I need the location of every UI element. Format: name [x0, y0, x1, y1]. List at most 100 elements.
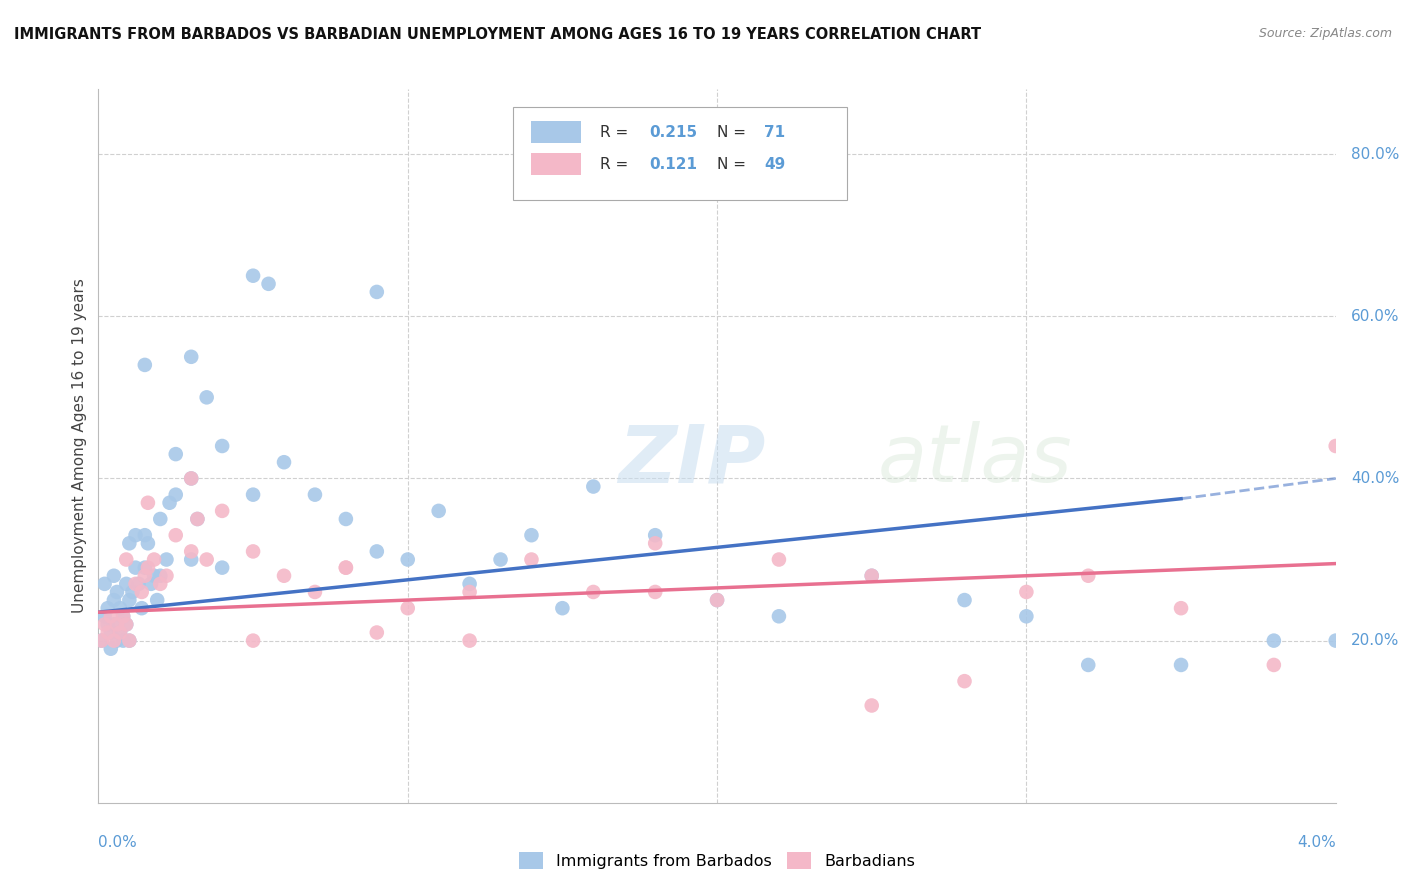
Point	[143, 552, 166, 566]
Point	[180, 552, 202, 566]
Point	[706, 593, 728, 607]
Point	[396, 601, 419, 615]
Text: Source: ZipAtlas.com: Source: ZipAtlas.com	[1258, 27, 1392, 40]
Point	[103, 617, 125, 632]
Point	[115, 617, 138, 632]
Point	[118, 633, 141, 648]
Point	[860, 568, 883, 582]
Point	[103, 633, 125, 648]
Y-axis label: Unemployment Among Ages 16 to 19 years: Unemployment Among Ages 16 to 19 years	[72, 278, 87, 614]
Point	[103, 593, 125, 607]
Point	[520, 528, 543, 542]
Point	[134, 528, 156, 542]
Point	[105, 617, 128, 632]
Point	[186, 512, 208, 526]
Point	[1170, 657, 1192, 672]
Point	[105, 585, 128, 599]
Point	[1015, 609, 1038, 624]
Text: R =: R =	[599, 157, 633, 171]
Point	[427, 504, 450, 518]
Point	[97, 617, 120, 632]
Point	[1015, 585, 1038, 599]
Text: 49: 49	[763, 157, 786, 171]
Point	[149, 568, 172, 582]
Point	[103, 568, 125, 582]
Point	[768, 552, 790, 566]
Legend: Immigrants from Barbados, Barbadians: Immigrants from Barbados, Barbadians	[513, 846, 921, 875]
Point	[124, 577, 146, 591]
Point	[108, 625, 131, 640]
Text: IMMIGRANTS FROM BARBADOS VS BARBADIAN UNEMPLOYMENT AMONG AGES 16 TO 19 YEARS COR: IMMIGRANTS FROM BARBADOS VS BARBADIAN UN…	[14, 27, 981, 42]
Point	[165, 488, 187, 502]
FancyBboxPatch shape	[513, 107, 846, 200]
Point	[195, 390, 218, 404]
Point	[134, 560, 156, 574]
Point	[582, 585, 605, 599]
Point	[304, 585, 326, 599]
Point	[108, 625, 131, 640]
Text: R =: R =	[599, 125, 633, 139]
Point	[366, 544, 388, 558]
Point	[644, 528, 666, 542]
Point	[273, 455, 295, 469]
Text: 40.0%: 40.0%	[1351, 471, 1399, 486]
Text: 4.0%: 4.0%	[1296, 835, 1336, 850]
Point	[155, 552, 177, 566]
Point	[97, 601, 120, 615]
Point	[112, 633, 135, 648]
Point	[242, 544, 264, 558]
Point	[136, 536, 159, 550]
Point	[139, 577, 162, 591]
Point	[93, 617, 115, 632]
Point	[211, 439, 233, 453]
Point	[100, 641, 122, 656]
Point	[551, 601, 574, 615]
Text: N =: N =	[717, 125, 751, 139]
Point	[458, 633, 481, 648]
Point	[124, 560, 146, 574]
Point	[115, 617, 138, 632]
Point	[180, 350, 202, 364]
Point	[134, 568, 156, 582]
Point	[242, 633, 264, 648]
Point	[644, 536, 666, 550]
Point	[121, 585, 143, 599]
Text: N =: N =	[717, 157, 751, 171]
Point	[1077, 657, 1099, 672]
Point	[146, 593, 169, 607]
Point	[155, 568, 177, 582]
Point	[128, 577, 150, 591]
Point	[112, 609, 135, 624]
Text: 60.0%: 60.0%	[1351, 309, 1399, 324]
Text: 20.0%: 20.0%	[1351, 633, 1399, 648]
Point	[90, 633, 112, 648]
Point	[93, 609, 115, 624]
Point	[860, 698, 883, 713]
Point	[180, 471, 202, 485]
Point	[115, 552, 138, 566]
Point	[366, 625, 388, 640]
Point	[582, 479, 605, 493]
Point	[860, 568, 883, 582]
Point	[105, 633, 128, 648]
Point	[90, 633, 112, 648]
Point	[118, 633, 141, 648]
Point	[159, 496, 181, 510]
Point	[165, 447, 187, 461]
Point	[134, 358, 156, 372]
Text: ZIP: ZIP	[619, 421, 765, 500]
Bar	[531, 121, 581, 143]
Point	[100, 625, 122, 640]
Point	[149, 577, 172, 591]
Point	[1077, 568, 1099, 582]
Text: 80.0%: 80.0%	[1351, 146, 1399, 161]
Point	[458, 577, 481, 591]
Point	[143, 568, 166, 582]
Point	[396, 552, 419, 566]
Point	[211, 504, 233, 518]
Point	[165, 528, 187, 542]
Point	[953, 593, 976, 607]
Point	[115, 577, 138, 591]
Text: 0.215: 0.215	[650, 125, 697, 139]
Point	[118, 536, 141, 550]
